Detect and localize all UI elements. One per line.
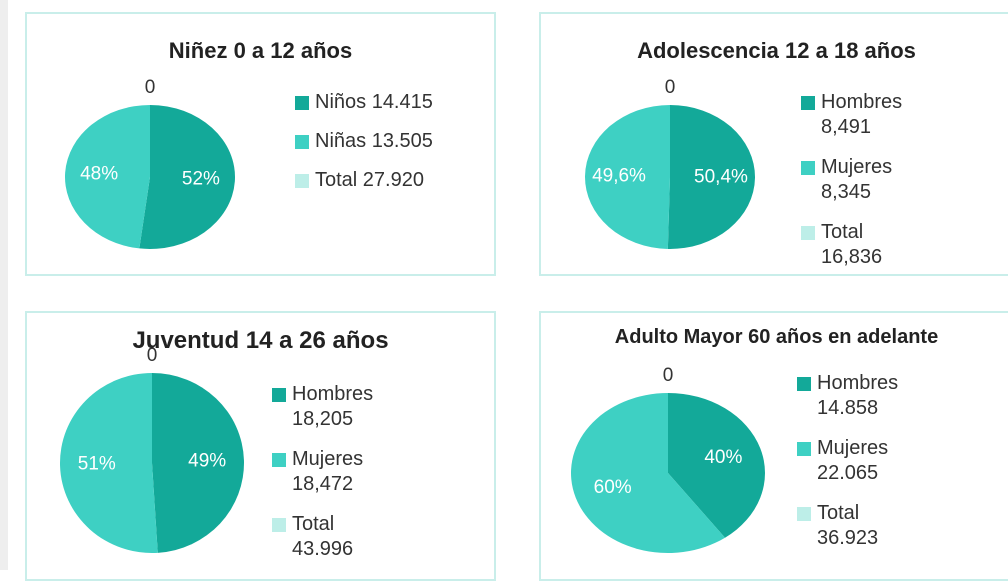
- legend-item: Mujeres 18,472: [272, 447, 397, 497]
- legend-swatch: [801, 161, 815, 175]
- data-label: 52%: [182, 169, 220, 190]
- legend-swatch: [801, 96, 815, 110]
- legend-item: Total 36.923: [797, 501, 922, 551]
- legend-item: Hombres 8,491: [801, 90, 926, 140]
- legend-swatch: [272, 388, 286, 402]
- pie-slice: [668, 393, 765, 538]
- data-label: 60%: [594, 477, 632, 498]
- legend: Hombres 8,491 Mujeres 8,345 Total 16,836: [801, 90, 926, 285]
- legend: Niños 14.415 Niñas 13.505 Total 27.920: [295, 90, 515, 207]
- legend-swatch: [797, 507, 811, 521]
- pie-slice: [64, 105, 150, 249]
- data-label: 0: [147, 345, 158, 366]
- data-label: 48%: [80, 163, 118, 184]
- legend-item: Total 43.996: [272, 512, 397, 562]
- legend-label: Hombres 14.858: [817, 372, 899, 419]
- legend-item: Hombres 14.858: [797, 371, 922, 421]
- legend-swatch: [295, 135, 309, 149]
- data-label: 51%: [78, 454, 116, 475]
- pie-slice: [667, 105, 756, 249]
- legend-label: Mujeres 22.065: [817, 437, 889, 484]
- legend-item: Niñas 13.505: [295, 129, 515, 154]
- legend-label: Mujeres 18,472: [292, 448, 364, 495]
- legend-item: Mujeres 22.065: [797, 436, 922, 486]
- data-label: 49,6%: [592, 165, 646, 186]
- pie-slice: [60, 373, 158, 553]
- legend-swatch: [272, 518, 286, 532]
- data-label: 0: [145, 77, 156, 98]
- legend-label: Total 27.920: [315, 169, 424, 191]
- data-label: 49%: [188, 450, 226, 471]
- legend-swatch: [295, 174, 309, 188]
- legend-label: Total 43.996: [292, 513, 354, 560]
- legend: Hombres 18,205 Mujeres 18,472 Total 43.996: [272, 382, 397, 577]
- data-label: 0: [665, 77, 676, 98]
- legend-label: Niñas 13.505: [315, 130, 433, 152]
- side-strip: [0, 0, 8, 570]
- legend-swatch: [797, 377, 811, 391]
- legend-swatch: [801, 226, 815, 240]
- chart-title: Adolescencia 12 a 18 años: [637, 38, 916, 63]
- legend-label: Total 16,836: [821, 221, 883, 268]
- legend-label: Mujeres 8,345: [821, 156, 893, 203]
- chart-title: Niñez 0 a 12 años: [168, 38, 353, 63]
- legend-label: Hombres 8,491: [821, 91, 903, 138]
- data-label: 40%: [704, 447, 742, 468]
- pie-slice: [571, 393, 726, 553]
- legend-swatch: [272, 453, 286, 467]
- legend-item: Total 27.920: [295, 168, 515, 193]
- data-label: 0: [663, 365, 674, 386]
- pie-slice: [585, 105, 670, 249]
- legend-item: Hombres 18,205: [272, 382, 397, 432]
- pie-slice: [152, 373, 245, 553]
- legend-item: Niños 14.415: [295, 90, 515, 115]
- chart-title: Adulto Mayor 60 años en adelante: [614, 326, 939, 348]
- legend-swatch: [797, 442, 811, 456]
- legend-item: Mujeres 8,345: [801, 155, 926, 205]
- legend-item: Total 16,836: [801, 220, 926, 270]
- legend-label: Total 36.923: [817, 502, 879, 549]
- pie-slice: [139, 105, 235, 250]
- legend-label: Hombres 18,205: [292, 383, 374, 430]
- chart-title: Juventud 14 a 26 años: [132, 327, 389, 354]
- legend-swatch: [295, 96, 309, 110]
- legend-label: Niños 14.415: [315, 91, 433, 113]
- legend: Hombres 14.858 Mujeres 22.065 Total 36.923: [797, 371, 922, 566]
- data-label: 50,4%: [694, 167, 748, 188]
